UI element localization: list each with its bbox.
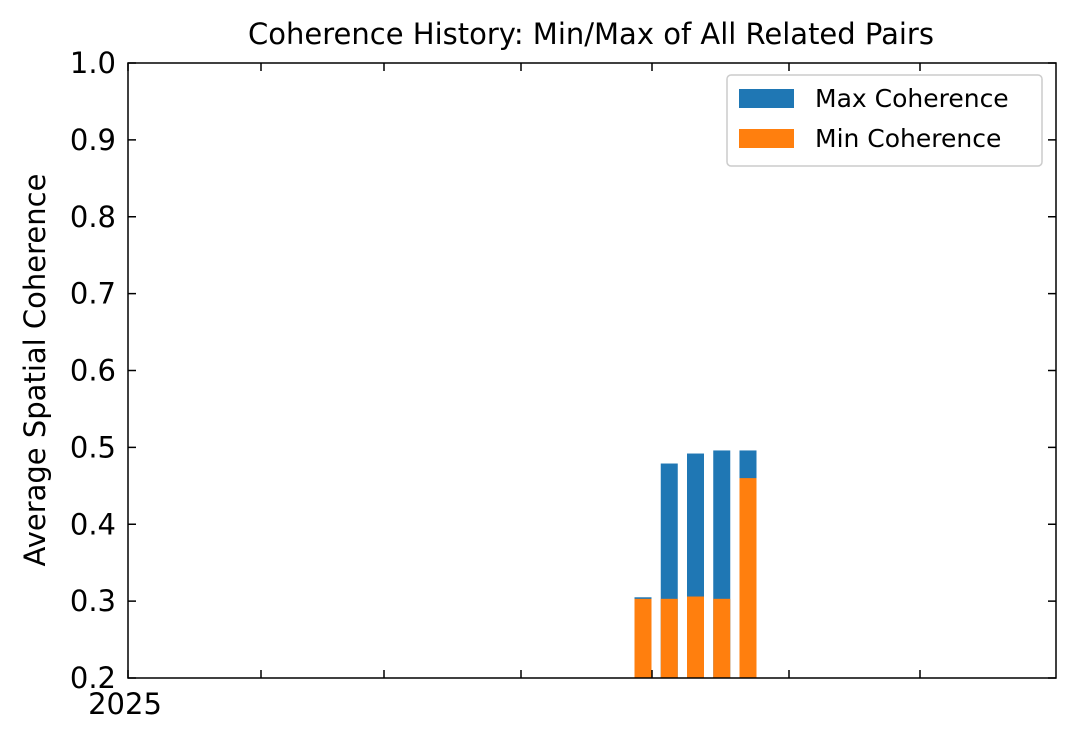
legend: Max Coherence Min Coherence — [726, 74, 1043, 167]
ticks-layer: 0.2 0.3 0.4 0.5 0.6 0.7 0.8 0.9 1.0 2025 — [70, 46, 1056, 721]
bars-layer — [634, 450, 757, 678]
legend-swatch-min — [739, 129, 794, 148]
bar-min-4 — [739, 478, 757, 678]
legend-swatch-max — [739, 89, 794, 108]
y-tick-label-6: 0.8 — [70, 200, 116, 234]
y-axis-label: Average Spatial Coherence — [18, 174, 52, 567]
legend-label-max: Max Coherence — [815, 84, 1009, 113]
plot-frame — [127, 62, 1057, 679]
y-tick-label-1: 0.3 — [70, 584, 116, 618]
legend-frame — [726, 74, 1043, 167]
x-tick-label-0: 2025 — [88, 687, 162, 721]
y-tick-label-8: 1.0 — [70, 46, 116, 80]
bar-min-0 — [634, 598, 652, 678]
bar-min-1 — [660, 598, 678, 678]
y-tick-label-3: 0.5 — [70, 430, 116, 464]
y-tick-label-2: 0.4 — [70, 507, 116, 541]
bar-min-2 — [687, 596, 704, 678]
y-tick-label-5: 0.7 — [70, 277, 116, 311]
legend-label-min: Min Coherence — [815, 124, 1001, 153]
bar-min-3 — [713, 598, 731, 678]
y-tick-label-4: 0.6 — [70, 354, 116, 388]
y-tick-label-0: 0.2 — [70, 661, 116, 695]
chart-title: Coherence History: Min/Max of All Relate… — [248, 17, 934, 51]
y-tick-label-7: 0.9 — [70, 123, 116, 157]
